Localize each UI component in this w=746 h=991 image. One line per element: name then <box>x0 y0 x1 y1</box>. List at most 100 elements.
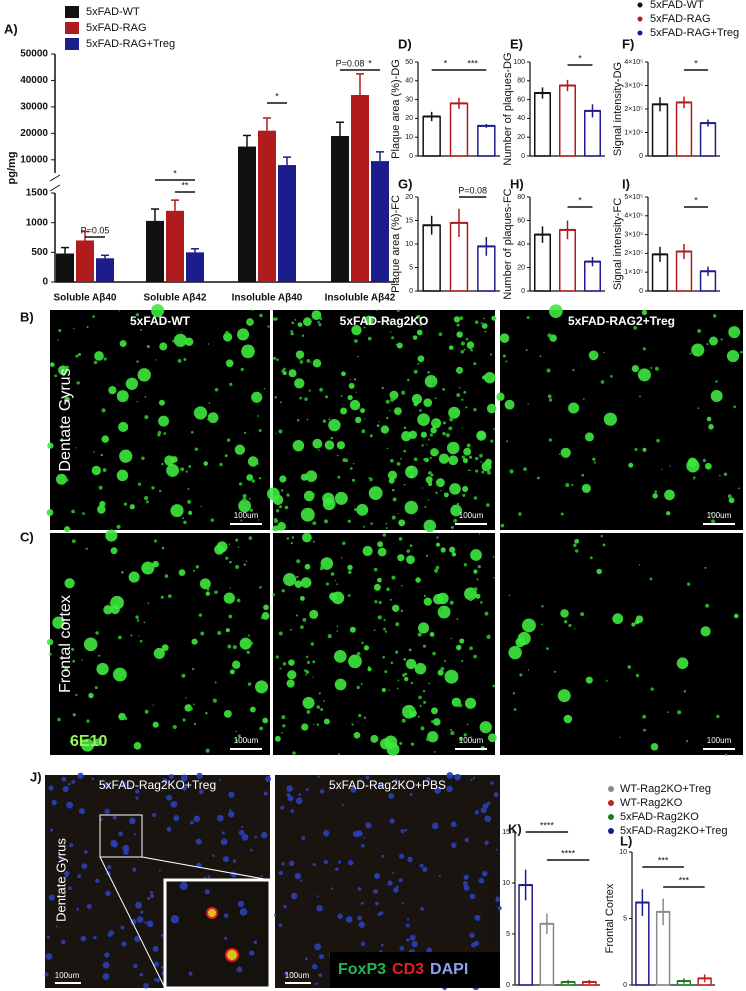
blob <box>222 856 230 863</box>
blob <box>81 863 88 869</box>
column-label: 5xFAD-RAG2+Treg <box>568 314 675 328</box>
blob <box>239 908 248 916</box>
blob <box>643 728 646 732</box>
y-tick-label: 100 <box>513 59 525 66</box>
blob <box>286 493 290 497</box>
blob <box>263 387 266 390</box>
blob <box>277 521 286 531</box>
blob <box>652 493 658 499</box>
blob <box>342 541 346 546</box>
blob <box>338 753 340 756</box>
blob <box>449 417 454 422</box>
blob <box>442 421 446 425</box>
blob <box>284 971 289 976</box>
blob <box>203 876 207 880</box>
blob <box>337 475 341 479</box>
blob <box>96 662 109 676</box>
blob <box>296 559 301 564</box>
panel-label: B) <box>20 309 34 324</box>
column-label: 5xFAD-Rag2KO <box>340 314 429 328</box>
blob <box>456 331 463 338</box>
blob <box>369 434 373 438</box>
blob <box>340 407 348 415</box>
blob <box>232 660 241 669</box>
legend-label: 5xFAD-RAG+Treg <box>650 27 739 39</box>
blob <box>384 630 387 633</box>
blob <box>103 782 110 789</box>
blob <box>426 947 432 954</box>
blob <box>296 575 299 579</box>
y-tick-label: 60 <box>517 96 525 103</box>
blob <box>314 943 322 951</box>
blob <box>319 317 323 320</box>
bar <box>675 101 693 157</box>
blob <box>378 600 382 605</box>
blob <box>474 320 479 324</box>
blob <box>241 825 244 828</box>
blob <box>464 587 477 601</box>
panel-label: K) <box>508 821 522 836</box>
blob <box>403 657 407 661</box>
blob <box>368 476 371 480</box>
column-label: 5xFAD-Rag2KO+PBS <box>329 778 446 792</box>
blob <box>155 359 157 361</box>
blob <box>430 427 437 434</box>
blob <box>303 490 315 502</box>
blob <box>481 323 488 329</box>
blob <box>389 598 392 601</box>
blob <box>75 354 79 358</box>
y-tick-label: 60 <box>517 217 525 224</box>
blob <box>664 489 675 501</box>
blob <box>429 632 435 637</box>
blob <box>187 487 190 490</box>
blob <box>421 444 424 447</box>
blob <box>311 310 322 321</box>
blob <box>301 836 306 840</box>
blob <box>121 570 124 574</box>
blob <box>733 613 739 619</box>
blob <box>353 378 357 381</box>
blob <box>249 508 254 512</box>
blob <box>401 902 404 905</box>
blob <box>123 502 128 506</box>
panel-label: L) <box>620 833 632 848</box>
blob <box>94 351 104 361</box>
blob <box>235 739 239 742</box>
blob <box>194 447 199 451</box>
blob <box>430 720 434 724</box>
blob <box>336 630 339 632</box>
blob <box>389 410 391 412</box>
blob <box>230 871 237 878</box>
blob <box>411 393 423 405</box>
y-tick-label: 30 <box>405 96 413 103</box>
blob <box>73 328 75 330</box>
blob <box>573 543 577 547</box>
blob <box>302 317 312 327</box>
blob <box>330 572 335 576</box>
blob <box>166 464 180 477</box>
blob <box>152 945 159 952</box>
blob <box>356 651 361 656</box>
blob <box>499 333 510 343</box>
blob <box>422 866 428 873</box>
blob <box>205 591 211 596</box>
blob <box>490 439 494 443</box>
blob <box>57 717 61 722</box>
blob <box>312 521 317 526</box>
micrograph <box>273 533 495 755</box>
blob <box>279 505 283 509</box>
blob <box>255 680 269 694</box>
blob <box>385 527 388 530</box>
blob <box>448 455 459 466</box>
blob <box>128 785 132 789</box>
blob <box>554 670 557 673</box>
blob <box>187 499 192 504</box>
blob <box>527 402 529 405</box>
blob <box>584 432 594 442</box>
blob <box>541 605 544 608</box>
blob <box>147 602 150 605</box>
blob <box>228 614 233 619</box>
blob <box>723 472 728 476</box>
blob <box>144 921 147 924</box>
blob <box>435 491 438 495</box>
